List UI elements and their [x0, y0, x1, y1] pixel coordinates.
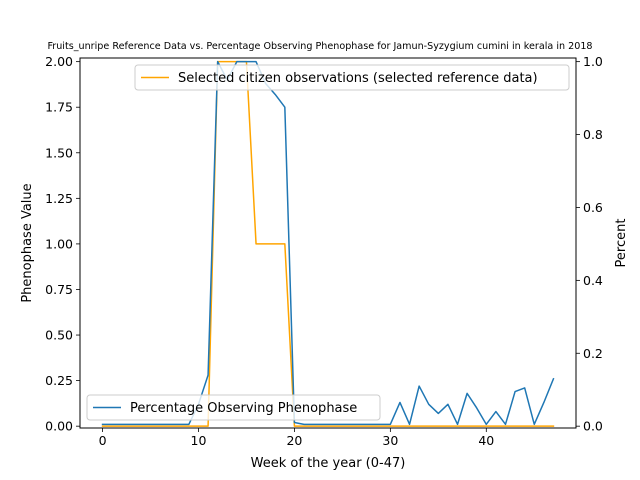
x-tick-label: 0: [99, 433, 107, 448]
legend-box: [86, 394, 381, 421]
x-tick-label: 20: [286, 433, 302, 448]
series-line-percentage: [101, 60, 555, 426]
y-left-tick-label: 0.75: [45, 282, 73, 297]
x-axis-label: Week of the year (0-47): [251, 456, 406, 471]
y-right-tick-label: 1.0: [583, 54, 603, 69]
y-axis-right-label: Percent: [614, 219, 629, 268]
plot-background: [80, 58, 576, 428]
y-axis-left-label: Phenophase Value: [20, 183, 35, 302]
y-left-tick-label: 0.00: [45, 419, 73, 434]
plot-area: [80, 58, 576, 428]
y-right-tick-label: 0.2: [583, 346, 603, 361]
y-left-tick-label: 0.50: [45, 328, 73, 343]
x-tick-label: 10: [191, 433, 207, 448]
y-axis-left: 0.00 0.25 0.50 0.75 1.00 1.25 1.50 1.75 2.00: [45, 54, 80, 434]
legend-label: Percentage Observing Phenophase: [130, 401, 357, 416]
axes-frame: [79, 57, 577, 429]
y-left-tick-label: 1.00: [45, 236, 73, 251]
y-right-tick-label: 0.6: [583, 200, 603, 215]
legend-lower: Percentage Observing Phenophase: [86, 394, 381, 421]
series-line-reference: [101, 60, 555, 427]
y-left-tick-label: 2.00: [45, 54, 73, 69]
y-right-tick-label: 0.8: [583, 127, 603, 142]
series-layer: [101, 60, 555, 427]
x-axis: 0 10 20 30 40: [99, 428, 494, 448]
y-left-tick-label: 0.25: [45, 373, 73, 388]
x-tick-label: 40: [478, 433, 494, 448]
y-left-tick-label: 1.25: [45, 191, 73, 206]
axes-border: [79, 57, 577, 429]
chart-title: Fruits_unripe Reference Data vs. Percent…: [47, 41, 592, 52]
y-right-tick-label: 0.4: [583, 273, 603, 288]
legend-label: Selected citizen observations (selected …: [178, 71, 538, 86]
y-right-tick-label: 0.0: [583, 419, 603, 434]
x-tick-label: 30: [382, 433, 398, 448]
legend-box: [134, 64, 570, 91]
y-axis-right: 0.0 0.2 0.4 0.6 0.8 1.0: [576, 54, 603, 434]
y-left-tick-label: 1.75: [45, 100, 73, 115]
legend-upper: Selected citizen observations (selected …: [134, 64, 570, 91]
y-left-tick-label: 1.50: [45, 145, 73, 160]
